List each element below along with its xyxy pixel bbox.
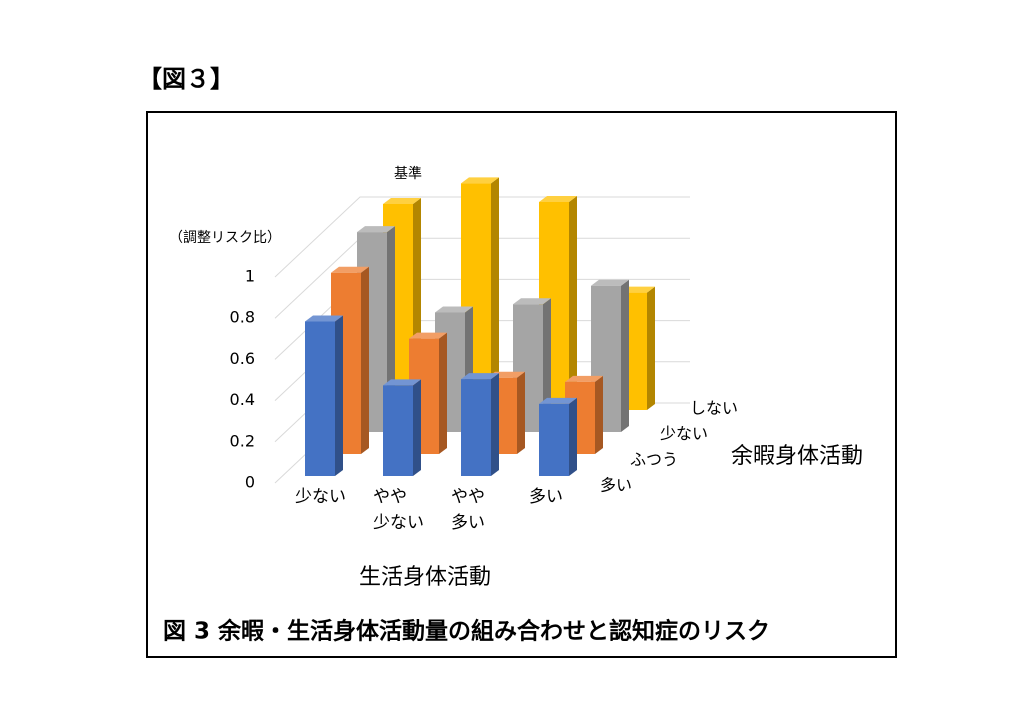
- bar-side: [361, 266, 369, 454]
- bar-top: [539, 397, 577, 404]
- bar-top: [383, 379, 421, 386]
- y-tick-label: 0.8: [230, 308, 255, 327]
- bar: [305, 315, 343, 476]
- y-tick-label: 0.4: [230, 390, 255, 409]
- grid-line: [274, 196, 690, 278]
- bar-top: [409, 332, 447, 339]
- bar-top: [331, 266, 369, 273]
- bar-side: [569, 397, 577, 476]
- y-tick-label: 0.2: [230, 431, 255, 450]
- depth-label: しない: [690, 398, 738, 417]
- bar-top: [591, 279, 629, 286]
- depth-label: 多い: [600, 476, 632, 495]
- caption: 図 3 余暇・生活身体活動量の組み合わせと認知症のリスク: [163, 618, 770, 645]
- x-tick-label: 少ない: [295, 487, 346, 507]
- bar: [383, 379, 421, 476]
- bar: [461, 373, 499, 476]
- y-tick-label: 0: [245, 473, 255, 492]
- bar-top: [565, 375, 603, 382]
- x-tick-label: 多い: [529, 487, 563, 507]
- bar-side: [335, 315, 343, 476]
- bar-front: [383, 385, 413, 476]
- bar-top: [435, 306, 473, 313]
- annotation: 基準: [394, 165, 422, 182]
- bar-top: [461, 373, 499, 380]
- bar-side: [569, 195, 577, 410]
- depth-axis-title: 余暇身体活動: [731, 444, 863, 469]
- y-axis-title: （調整リスク比）: [169, 230, 281, 246]
- bar-top: [513, 298, 551, 305]
- bar-front: [461, 379, 491, 476]
- bar-top: [383, 198, 421, 204]
- bar-side: [413, 379, 421, 476]
- bar-side: [621, 279, 629, 432]
- bar-top: [357, 226, 395, 233]
- bar-top: [539, 195, 577, 202]
- bar-side: [491, 373, 499, 476]
- x-tick-label: やや 多い: [451, 487, 485, 533]
- x-tick-label: やや 少ない: [373, 487, 424, 533]
- bar-side: [439, 332, 447, 454]
- figure-title: 【図３】: [138, 65, 234, 93]
- bar-side: [491, 177, 499, 410]
- bar-top: [305, 315, 343, 322]
- frame: [146, 111, 897, 658]
- depth-label: 少ない: [660, 424, 708, 443]
- bar-side: [517, 371, 525, 454]
- y-tick-label: 0.6: [230, 349, 255, 368]
- bar: [539, 397, 577, 476]
- bar-top: [461, 177, 499, 184]
- bar-side: [647, 286, 655, 410]
- x-axis-title: 生活身体活動: [359, 565, 491, 590]
- bar-front: [539, 403, 569, 476]
- y-tick-label: 1: [245, 267, 255, 286]
- bar-front: [305, 321, 335, 476]
- depth-label: ふつう: [630, 450, 678, 469]
- bar-side: [595, 375, 603, 454]
